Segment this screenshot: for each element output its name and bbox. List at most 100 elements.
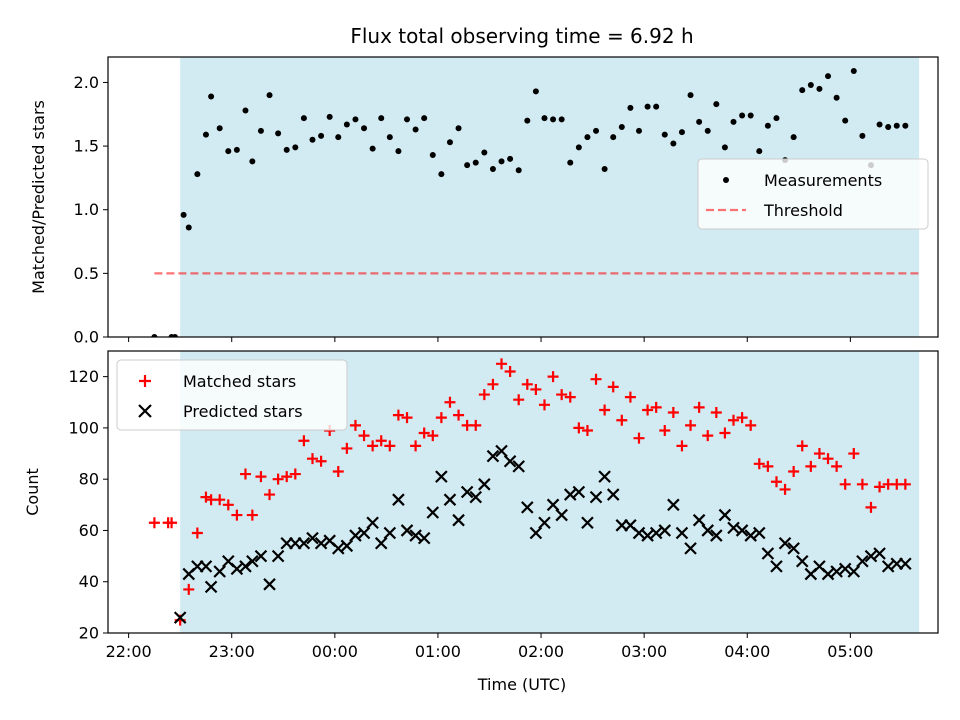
matched-stars-point [478, 389, 490, 401]
predicted-stars-point [230, 562, 244, 576]
matched-stars-point [693, 401, 705, 413]
matched-stars-point [745, 419, 757, 431]
matched-stars-point [547, 371, 559, 383]
matched-stars-point [865, 501, 877, 513]
measurement-point [618, 124, 625, 130]
predicted-stars-point [271, 549, 285, 563]
measurement-point [318, 132, 325, 139]
measurement-point [816, 85, 823, 92]
predicted-stars-point [873, 547, 886, 560]
matched-stars-point [470, 419, 482, 431]
predicted-stars-point [254, 549, 268, 563]
y-tick-label: 1.5 [74, 137, 99, 156]
predicted-stars-point [856, 554, 869, 568]
measurement-point [885, 124, 892, 130]
matched-stars-point [728, 414, 740, 426]
measurement-point [151, 334, 158, 337]
matched-stars-point [384, 440, 396, 452]
measurement-point [283, 146, 290, 153]
predicted-stars-point [443, 493, 457, 506]
measurement-point [550, 116, 557, 123]
measurement-point [216, 125, 223, 132]
measurement-point [833, 94, 840, 101]
measurement-point [541, 115, 548, 122]
matched-stars-point [899, 478, 911, 490]
measurement-point [635, 127, 642, 134]
measurement-point [180, 211, 187, 218]
predicted-stars-point [521, 501, 534, 514]
matched-stars-point [624, 391, 636, 403]
legend-label: Matched stars [183, 372, 296, 391]
matched-stars-point [719, 427, 731, 439]
measurement-point [696, 118, 703, 125]
measurement-point [747, 112, 754, 119]
matched-stars-point [315, 455, 327, 467]
predicted-stars-point [830, 565, 843, 578]
matched-stars-point [633, 432, 645, 444]
matched-stars-point [710, 407, 722, 419]
measurement-point [225, 148, 232, 155]
measurement-point [687, 92, 694, 99]
predicted-stars-point [357, 526, 371, 540]
matched-stars-point [375, 435, 387, 447]
matched-stars-point [796, 440, 808, 452]
measurement-point [730, 118, 737, 125]
measurement-point [343, 121, 350, 128]
measurement-point [515, 167, 522, 174]
matched-stars-point [599, 404, 611, 416]
measurement-point [489, 166, 496, 172]
y-tick-label: 20 [79, 624, 99, 643]
matched-stars-point [298, 435, 310, 447]
predicted-stars-point [658, 524, 672, 537]
measurement-point [202, 131, 209, 138]
matched-stars-point [358, 430, 370, 442]
predicted-stars-point [778, 536, 792, 550]
predicted-stars-point [761, 547, 775, 560]
top-x-ticks [128, 337, 851, 342]
matched-stars-point [762, 460, 774, 472]
predicted-stars-point [881, 560, 895, 573]
bottom-x-axis-label: Time (UTC) [477, 675, 566, 694]
matched-stars-point [427, 430, 439, 442]
measurement-point [233, 146, 240, 153]
predicted-stars-point [641, 529, 654, 542]
measurement-point [481, 149, 488, 156]
matched-stars-point [214, 494, 226, 506]
measurement-point [764, 122, 771, 129]
matched-stars-point [444, 396, 456, 408]
bottom-series-1 [173, 444, 912, 624]
matched-stars-point [538, 399, 550, 411]
x-tick-label: 05:00 [827, 642, 873, 661]
predicted-stars-point [838, 562, 852, 576]
x-tick-label: 01:00 [415, 642, 461, 661]
predicted-stars-point [435, 470, 448, 483]
predicted-stars-point [246, 554, 259, 568]
predicted-stars-point [632, 526, 646, 540]
predicted-stars-point [374, 536, 388, 550]
matched-stars-point [435, 412, 447, 424]
measurement-point [249, 158, 256, 165]
bottom-legend: Matched stars Predicted stars [116, 359, 348, 431]
matched-stars-point [848, 448, 860, 460]
measurement-point [807, 82, 814, 88]
measurement-point [361, 125, 368, 132]
bottom-y-ticks: 20 40 60 80 100 120 [68, 367, 108, 643]
measurement-point [275, 130, 282, 137]
top-marks [151, 68, 920, 337]
y-tick-label: 60 [79, 521, 99, 540]
predicted-stars-point [787, 542, 800, 555]
predicted-stars-point [667, 498, 680, 512]
measurement-point [575, 144, 582, 151]
x-tick-label: 00:00 [312, 642, 358, 661]
matched-stars-point [367, 440, 379, 452]
matched-stars-point [272, 473, 284, 485]
predicted-stars-point [770, 560, 783, 573]
matched-stars-point [702, 430, 714, 442]
matched-stars-point [685, 419, 697, 431]
measurement-point [790, 134, 797, 141]
predicted-stars-point [598, 470, 611, 483]
predicted-stars-point [572, 485, 586, 499]
measurement-point [799, 87, 806, 94]
predicted-stars-point [727, 521, 740, 535]
measurement-point [850, 68, 857, 74]
